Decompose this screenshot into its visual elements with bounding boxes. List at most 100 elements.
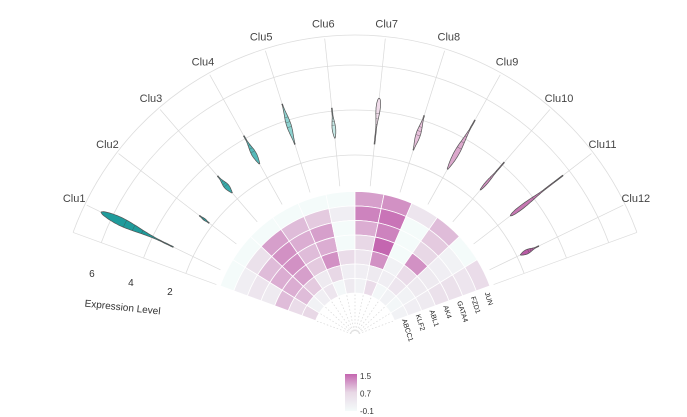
cluster-label: Clu5 (250, 31, 273, 43)
center-dotted-line (330, 300, 353, 332)
heatmap-cell (337, 249, 356, 266)
spoke-line (489, 204, 624, 271)
gene-label: FZD1 (469, 296, 481, 315)
heatmap-cell (354, 234, 376, 252)
center-dotted-line (315, 320, 352, 334)
violin-clu5 (281, 103, 296, 145)
violin-quartile-line (417, 130, 422, 132)
center-dotted-line (357, 305, 386, 333)
boundary-spoke (493, 232, 638, 285)
grid-arc (72, 34, 638, 233)
violin-quartile-line (224, 183, 228, 188)
axis-tick-label: 6 (89, 269, 95, 280)
violin-clu6 (331, 107, 337, 139)
gene-label: GATA4 (455, 300, 468, 323)
labels: Clu1 Clu2 Clu3 Clu4 Clu5 Clu6 Clu7 Clu8 Clu9 Clu1… (63, 19, 650, 343)
violin-quartile-line (287, 126, 292, 128)
colorbar-tick-label: 1.5 (360, 372, 372, 381)
violin-clu10 (479, 161, 505, 191)
violin-quartile-line (123, 220, 127, 228)
cluster-label: Clu3 (140, 93, 163, 105)
violin-quartile-line (529, 248, 532, 252)
colorbar-tick-label: -0.1 (360, 407, 374, 416)
violin-quartile-line (489, 177, 492, 179)
violin-clu8 (412, 115, 425, 151)
center-dotted-line (338, 296, 354, 332)
cluster-label: Clu4 (192, 56, 215, 68)
violin-clu3 (216, 175, 233, 194)
violin-quartile-line (492, 174, 495, 176)
violin-quartile-line (532, 248, 534, 250)
center-dotted-line (358, 320, 395, 334)
center-dotted-line (346, 293, 355, 332)
violin-quartile-line (419, 126, 423, 128)
violin-quartile-line (249, 147, 253, 150)
gene-label: ABCC1 (400, 318, 414, 342)
heatmap-cell (334, 234, 356, 252)
cluster-label: Clu1 (63, 193, 86, 205)
heatmap-cell (390, 304, 409, 322)
violin-clu4 (243, 135, 261, 165)
violin-clu2 (198, 214, 210, 224)
colorbar-tick-label: 0.7 (360, 390, 372, 399)
center-dotted-line (324, 305, 353, 333)
center-dotted-line (356, 296, 372, 332)
violin-quartile-line (527, 249, 530, 253)
violin-quartile-line (538, 192, 540, 195)
grid-arc (143, 109, 567, 259)
violin-quartile-line (202, 217, 204, 219)
heatmap-ring (219, 191, 491, 322)
violin-clu1 (100, 211, 174, 248)
violin-quartile-line (495, 171, 497, 172)
gene-label: KLF2 (414, 314, 426, 332)
violin-quartile-line (461, 141, 465, 144)
cluster-label: Clu9 (496, 56, 519, 68)
violin-quartile-line (415, 134, 421, 137)
center-dotted-line (319, 312, 352, 334)
cluster-label: Clu2 (96, 139, 119, 151)
axis-tick-label: 4 (128, 278, 134, 289)
violin-clu9 (446, 119, 476, 170)
violin-clu12 (519, 245, 540, 256)
violin-quartile-line (248, 144, 251, 146)
grid-arc (185, 154, 525, 274)
cluster-label: Clu11 (589, 139, 617, 151)
colorbar-swatch (345, 374, 357, 411)
axis-tick-label: 2 (167, 287, 173, 298)
violin-quartile-line (203, 218, 205, 220)
cluster-label: Clu7 (375, 19, 398, 31)
center-dotted-line (357, 300, 380, 332)
violin-quartile-line (285, 121, 290, 124)
violin-quartile-line (250, 150, 255, 154)
heatmap-cell (331, 220, 356, 238)
violin-quartile-line (221, 180, 224, 183)
violin-clu7 (373, 97, 381, 145)
colorbar: 1.5 0.7 -0.1 (345, 372, 374, 416)
violin-quartile-line (132, 225, 136, 231)
center-dotted-line (358, 312, 391, 334)
violin-quartile-line (457, 146, 462, 150)
spoke-line (159, 109, 258, 223)
cluster-label: Clu8 (438, 31, 461, 43)
violin-quartile-line (204, 219, 206, 221)
heatmap-cell (340, 263, 356, 281)
boundary-spoke (72, 232, 217, 285)
grid-arc (100, 64, 610, 243)
gene-label: JUN (483, 291, 494, 306)
cluster-label: Clu10 (545, 93, 574, 105)
violin-clu11 (509, 174, 564, 217)
violin-ring (100, 97, 564, 256)
cluster-label: Clu12 (621, 193, 650, 205)
violin-quartile-line (284, 116, 289, 119)
violin-quartile-line (141, 230, 144, 234)
violin-quartile-line (464, 135, 467, 138)
cluster-label: Clu6 (312, 19, 335, 31)
center-dotted-line (355, 293, 364, 332)
gene-label: ABL1 (428, 309, 440, 328)
spoke-line (118, 153, 237, 245)
radial-axis-title: Expression Level (84, 299, 161, 318)
gene-label: AK4 (441, 305, 452, 320)
violin-quartile-line (222, 182, 226, 186)
violin-quartile-line (532, 197, 534, 200)
